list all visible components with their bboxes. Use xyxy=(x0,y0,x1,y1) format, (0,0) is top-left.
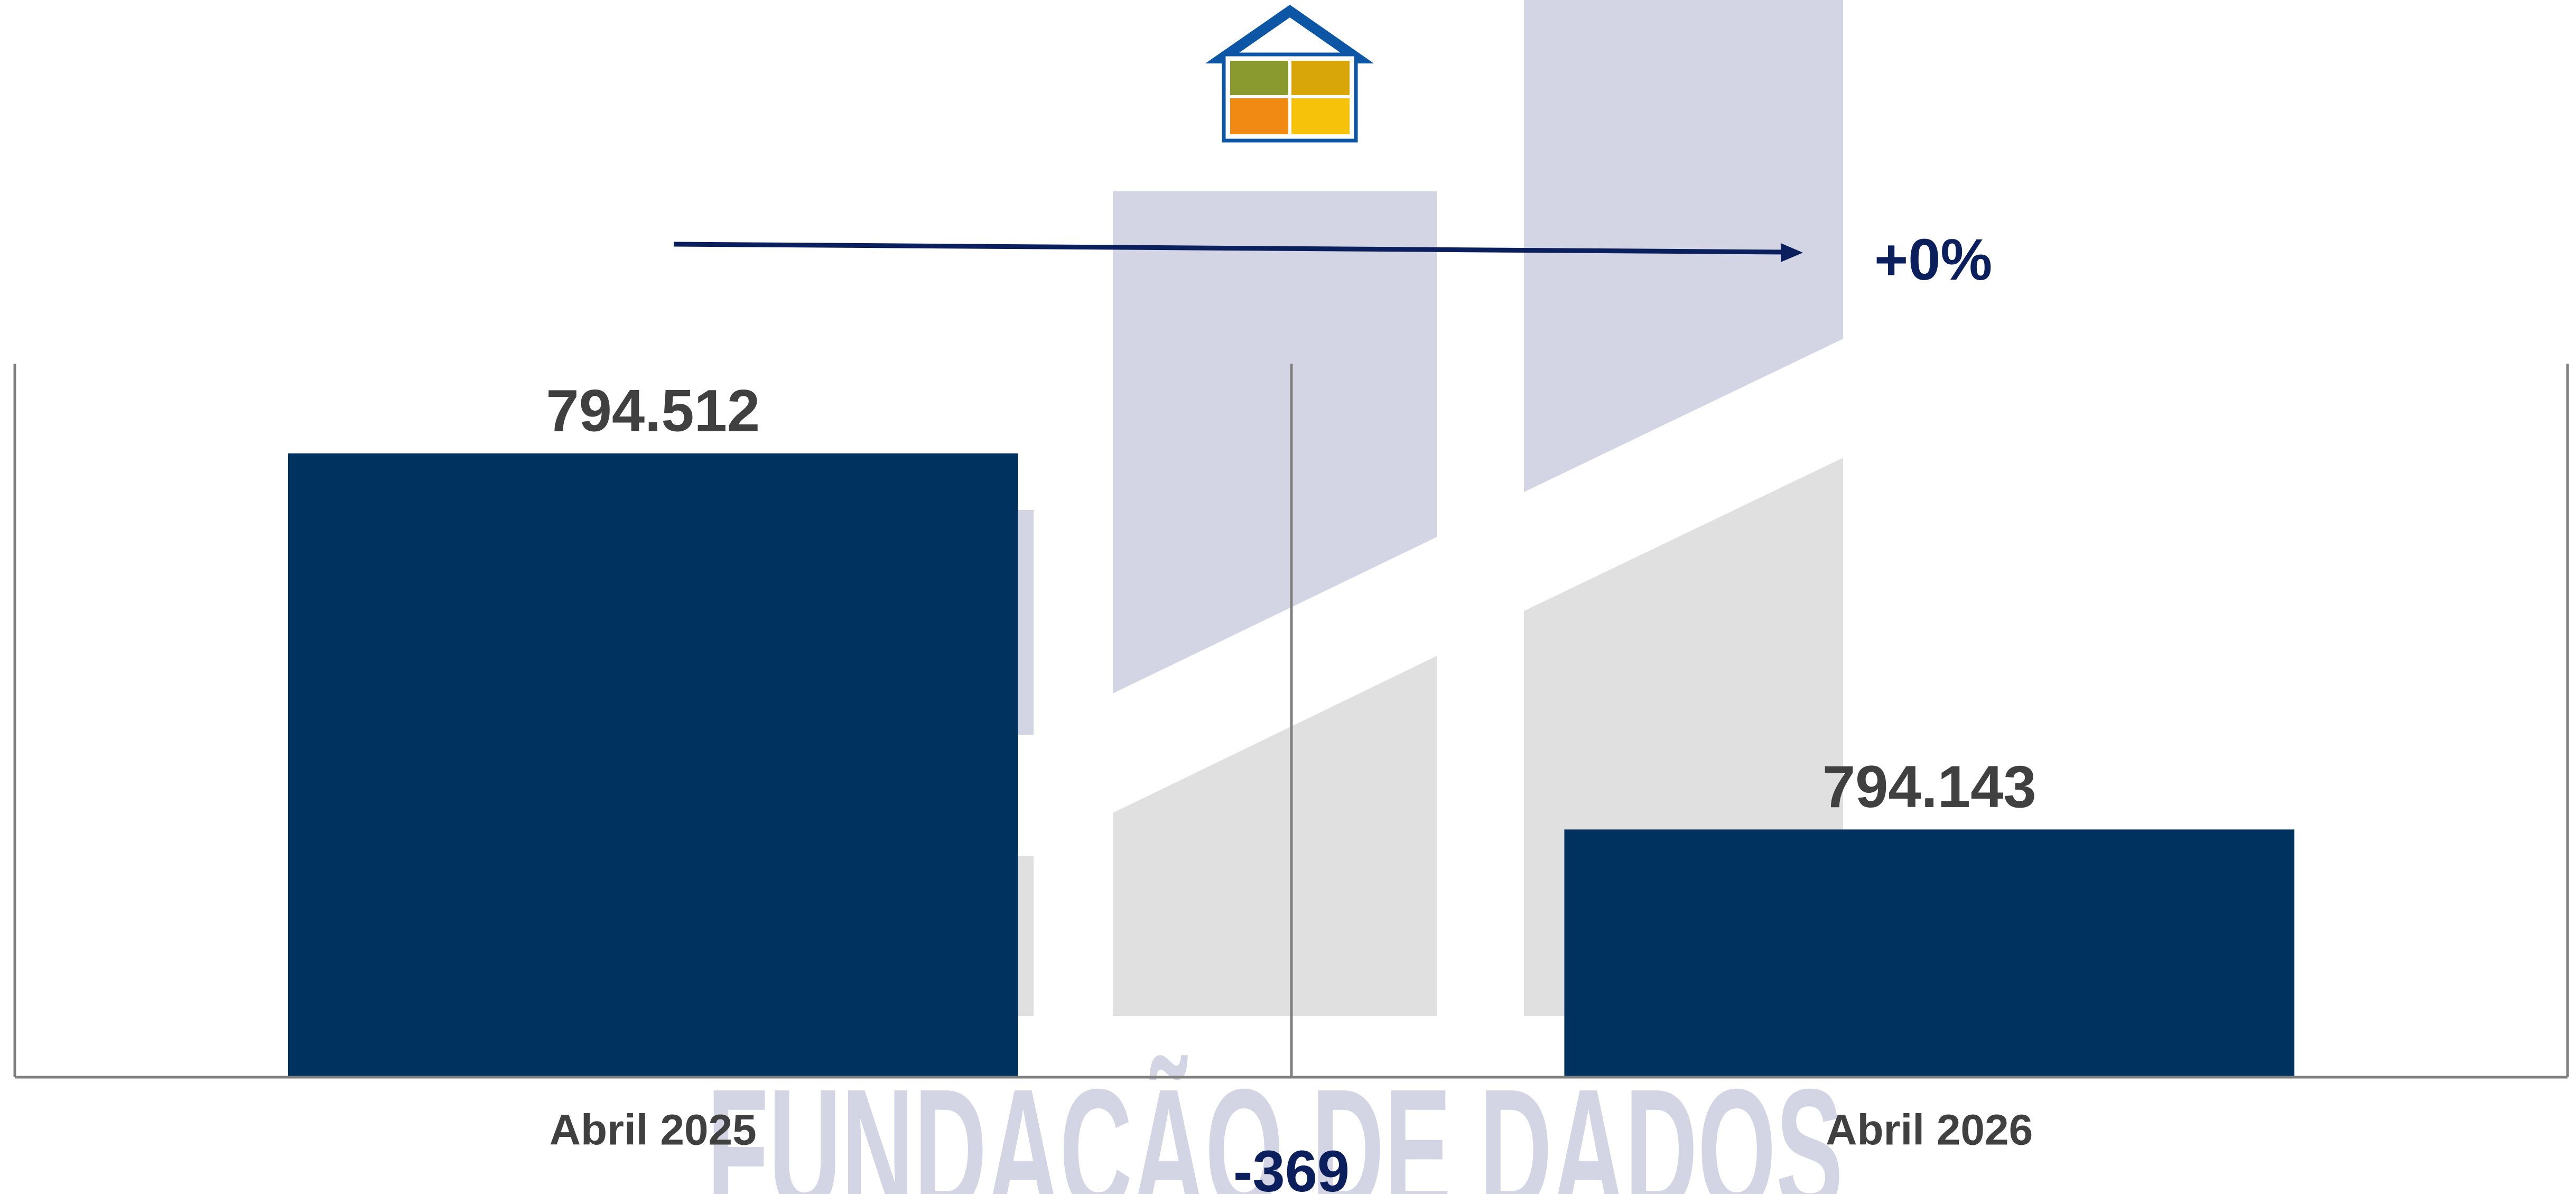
logo-tile xyxy=(1291,98,1350,134)
logo-tile xyxy=(1230,98,1288,134)
watermark-shape xyxy=(1113,656,1437,1016)
chart: FUNDAÇÃO DE DADOS Abril 2025794.512Abril… xyxy=(0,0,2576,1194)
watermark-shape xyxy=(1113,191,1437,693)
value-label: 794.512 xyxy=(546,377,760,443)
bar xyxy=(288,453,1018,1077)
watermark-shape xyxy=(1524,0,1843,492)
x-tick-label: Abril 2026 xyxy=(1826,1106,2033,1154)
logo-tile xyxy=(1230,61,1288,95)
bar xyxy=(1564,829,2294,1077)
logo xyxy=(1205,5,1374,141)
x-tick-label: Abril 2025 xyxy=(550,1106,757,1154)
change-percent: +0% xyxy=(1874,227,1992,292)
change-absolute: -369 xyxy=(1233,1139,1350,1194)
value-label: 794.143 xyxy=(1822,754,2036,820)
page: FUNDAÇÃO DE DADOS Abril 2025794.512Abril… xyxy=(0,0,2576,1194)
logo-tile xyxy=(1291,61,1350,95)
